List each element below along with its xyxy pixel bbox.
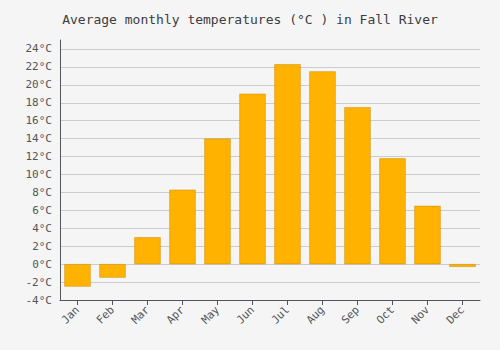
- svg-text:20°C: 20°C: [26, 78, 53, 91]
- svg-text:Jun: Jun: [234, 303, 257, 326]
- svg-text:Sep: Sep: [339, 303, 362, 326]
- svg-text:Oct: Oct: [374, 303, 397, 326]
- svg-text:22°C: 22°C: [26, 60, 53, 73]
- svg-text:6°C: 6°C: [32, 204, 52, 217]
- svg-text:16°C: 16°C: [26, 114, 53, 127]
- svg-text:Apr: Apr: [164, 303, 187, 326]
- svg-text:10°C: 10°C: [26, 168, 53, 181]
- svg-text:14°C: 14°C: [26, 132, 53, 145]
- svg-text:Jul: Jul: [269, 303, 292, 326]
- svg-text:24°C: 24°C: [26, 42, 53, 55]
- svg-text:0°C: 0°C: [32, 258, 52, 271]
- svg-text:-2°C: -2°C: [26, 276, 53, 289]
- svg-text:Nov: Nov: [409, 303, 432, 326]
- svg-text:Mar: Mar: [129, 303, 152, 326]
- svg-text:18°C: 18°C: [26, 96, 53, 109]
- svg-text:Jan: Jan: [59, 303, 82, 326]
- svg-text:-4°C: -4°C: [26, 294, 53, 307]
- svg-text:8°C: 8°C: [32, 186, 52, 199]
- svg-text:12°C: 12°C: [26, 150, 53, 163]
- svg-text:Average monthly temperatures (: Average monthly temperatures (°C ) in Fa…: [62, 12, 438, 27]
- svg-text:Aug: Aug: [304, 303, 327, 326]
- svg-text:4°C: 4°C: [32, 222, 52, 235]
- svg-text:2°C: 2°C: [32, 240, 52, 253]
- svg-text:Dec: Dec: [444, 303, 467, 326]
- svg-text:May: May: [199, 303, 222, 326]
- svg-text:Feb: Feb: [94, 303, 117, 326]
